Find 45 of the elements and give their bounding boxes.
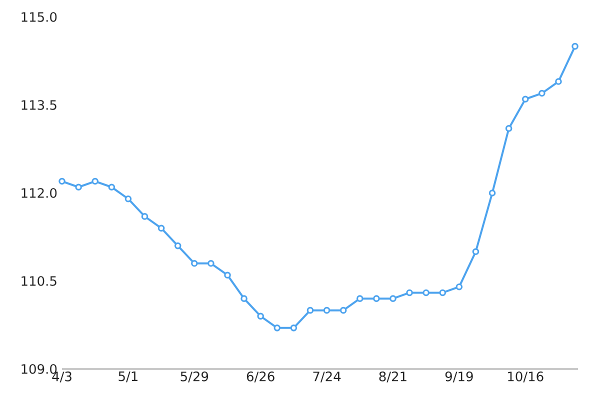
y-tick-label: 110.5	[22, 276, 56, 286]
point	[92, 178, 99, 185]
y-tick-label: 109.0	[22, 364, 57, 374]
point	[224, 272, 231, 279]
x-tick-label: 5/1	[118, 372, 138, 382]
point	[555, 78, 562, 85]
point	[439, 289, 446, 296]
y-tick-label: 115.0	[22, 12, 57, 22]
point	[58, 178, 66, 185]
x-tick-label: 9/19	[445, 372, 473, 382]
x-tick-label: 10/16	[508, 372, 544, 382]
x-tick-label: 4/3	[52, 372, 72, 382]
point	[141, 213, 148, 220]
point	[406, 289, 413, 296]
y-tick-label: 113.5	[22, 100, 56, 110]
point	[356, 295, 364, 302]
point	[124, 195, 132, 202]
point	[257, 312, 264, 320]
point	[340, 306, 347, 314]
point	[190, 260, 198, 267]
point	[522, 96, 529, 103]
point	[323, 306, 330, 314]
point	[174, 242, 182, 250]
point	[158, 224, 165, 232]
point	[274, 324, 281, 332]
point	[505, 125, 512, 132]
point	[208, 260, 214, 267]
point	[373, 295, 380, 302]
point	[390, 295, 396, 302]
point	[306, 306, 314, 314]
x-tick-label: 5/29	[180, 372, 208, 382]
point	[572, 42, 578, 50]
x-tick-label: 8/21	[379, 372, 406, 382]
point	[488, 190, 496, 196]
x-tick-label: 7/24	[313, 372, 341, 382]
point	[240, 295, 248, 302]
y-tick-label: 112.0	[22, 188, 57, 198]
point	[472, 248, 480, 256]
point	[456, 283, 463, 290]
point	[75, 184, 82, 191]
point	[538, 90, 546, 97]
x-tick-label: 6/26	[246, 372, 274, 382]
point	[108, 184, 116, 191]
point	[422, 289, 430, 296]
point	[290, 324, 298, 332]
